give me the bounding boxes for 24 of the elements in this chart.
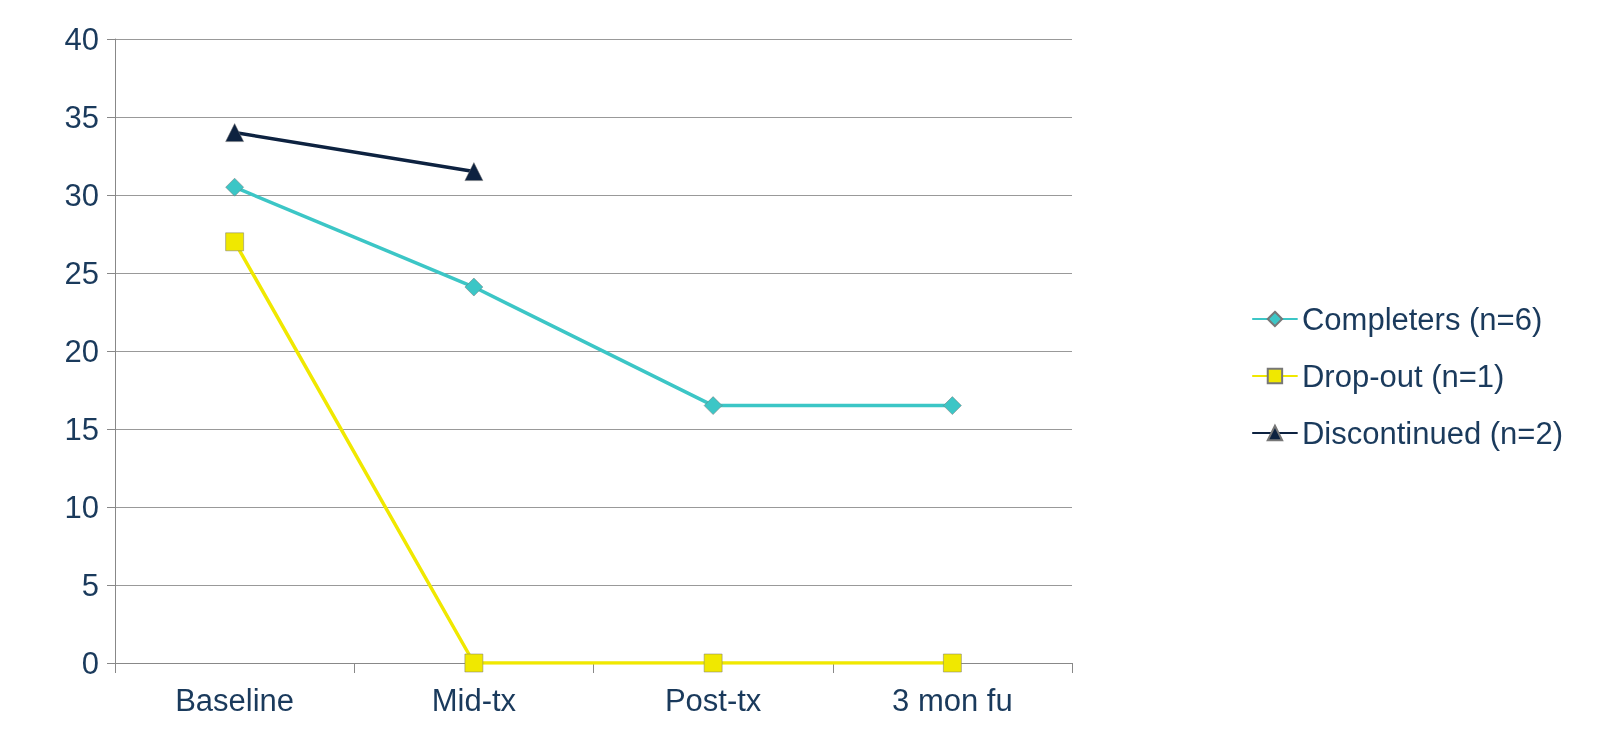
legend-label: Drop-out (n=1) (1301, 358, 1505, 394)
y-tick-label: 40 (64, 21, 99, 57)
y-tick-label: 25 (64, 255, 99, 291)
x-tick-label: Mid-tx (431, 683, 517, 718)
y-tick-label: 0 (81, 645, 99, 681)
y-tick-label: 30 (64, 177, 99, 213)
y-tick-label: 15 (64, 411, 99, 447)
point (703, 396, 723, 415)
legend-label: Completers (n=6) (1301, 301, 1543, 337)
x-tick-label: Post-tx (664, 683, 762, 718)
y-tick-label: 10 (64, 489, 99, 525)
legend-label: Discontinued (n=2) (1301, 415, 1564, 451)
point (225, 177, 244, 197)
point (464, 277, 484, 297)
y-tick-label: 5 (81, 567, 99, 603)
y-tick-label: 20 (64, 333, 99, 369)
x-tick-label: 3 mon fu (892, 683, 1013, 718)
y-tick-label: 35 (64, 99, 99, 135)
x-tick-label: Baseline (175, 683, 295, 718)
point (225, 232, 244, 252)
point (943, 396, 962, 415)
point (943, 653, 962, 673)
point (703, 653, 723, 673)
point (464, 653, 484, 673)
